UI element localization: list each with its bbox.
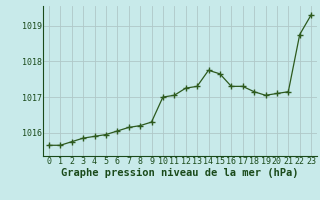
X-axis label: Graphe pression niveau de la mer (hPa): Graphe pression niveau de la mer (hPa) xyxy=(61,168,299,178)
